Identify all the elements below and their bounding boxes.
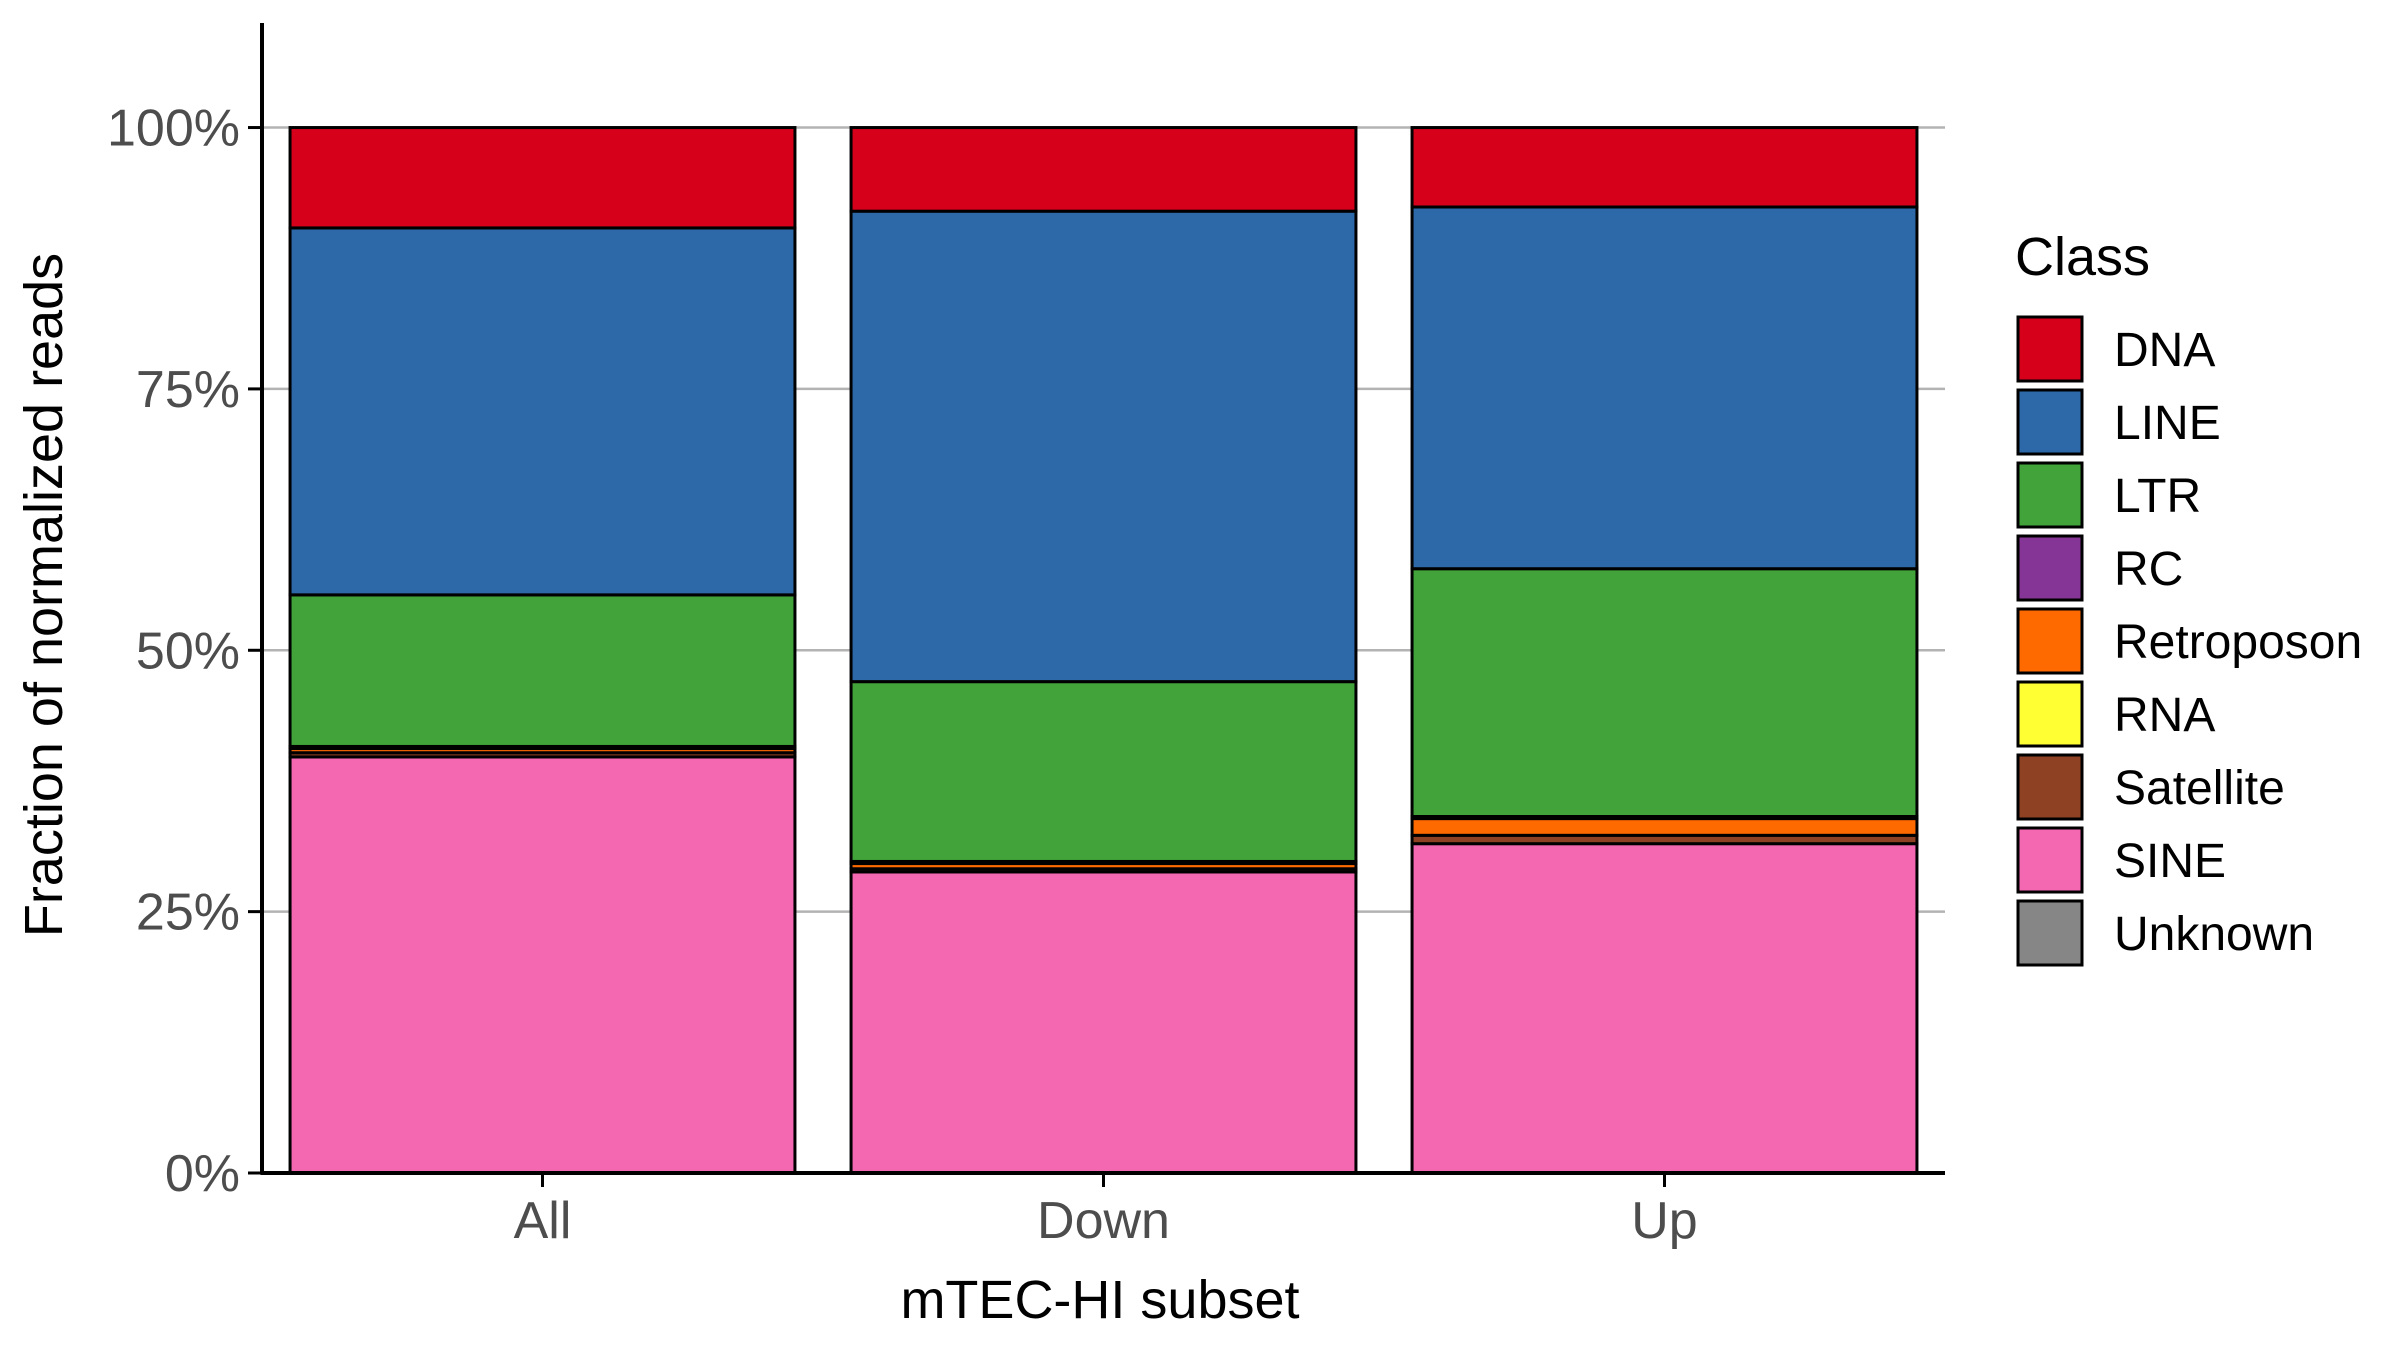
legend-key-retroposon [2016, 607, 2084, 675]
x-tick-label: All [514, 1192, 572, 1250]
bar-segment-line-all [288, 226, 797, 597]
legend-label-line: LINE [2114, 397, 2221, 450]
axes [248, 23, 1945, 1187]
y-tick-label: 100% [107, 100, 240, 158]
bar-segment-dna-all [288, 126, 797, 230]
legend-key-unknown [2016, 899, 2084, 967]
legend-key-dna [2016, 315, 2084, 383]
bar-segment-dna-down [849, 126, 1358, 213]
legend-key-sine [2016, 826, 2084, 894]
bar-segment-line-down [849, 209, 1358, 684]
legend-label-rc: RC [2114, 543, 2183, 596]
bar-segment-sine-down [849, 870, 1358, 1175]
legend-label-retroposon: Retroposon [2114, 616, 2362, 669]
x-tick-label: Up [1631, 1192, 1697, 1250]
legend-label-unknown: Unknown [2114, 908, 2314, 961]
bar-segment-retroposon-up [1410, 817, 1919, 837]
bar-segment-sine-up [1410, 842, 1919, 1175]
legend-key-line [2016, 388, 2084, 456]
legend-key-satellite [2016, 753, 2084, 821]
legend-label-satellite: Satellite [2114, 762, 2285, 815]
y-tick-label: 75% [136, 361, 240, 419]
legend-label-sine: SINE [2114, 835, 2226, 888]
y-tick-labels: 0% 25% 50% 75% 100% [107, 100, 240, 1203]
legend-key-ltr [2016, 461, 2084, 529]
bar-segment-line-up [1410, 205, 1919, 571]
legend-label-ltr: LTR [2114, 470, 2201, 523]
legend-label-rna: RNA [2114, 689, 2215, 742]
bar-segment-sine-all [288, 755, 797, 1175]
bar-segment-ltr-down [849, 680, 1358, 863]
bars [288, 126, 1919, 1175]
legend: Class DNA LINE LTR RC Retroposon RNA Satellite… [2015, 227, 2362, 967]
legend-label-dna: DNA [2114, 324, 2215, 377]
y-tick-label: 25% [136, 884, 240, 942]
x-tick-label: Down [1037, 1192, 1170, 1250]
x-tick-labels: All Down Up [514, 1192, 1698, 1250]
legend-key-rc [2016, 534, 2084, 602]
legend-title: Class [2015, 227, 2150, 287]
y-axis-label: Fraction of normalized reads [14, 253, 74, 937]
bar-segment-ltr-up [1410, 567, 1919, 819]
y-tick-label: 0% [165, 1145, 240, 1203]
bar-segment-ltr-all [288, 593, 797, 748]
x-axis-label: mTEC-HI subset [900, 1270, 1299, 1330]
bar-segment-dna-up [1410, 126, 1919, 209]
legend-key-rna [2016, 680, 2084, 748]
y-tick-label: 50% [136, 622, 240, 680]
